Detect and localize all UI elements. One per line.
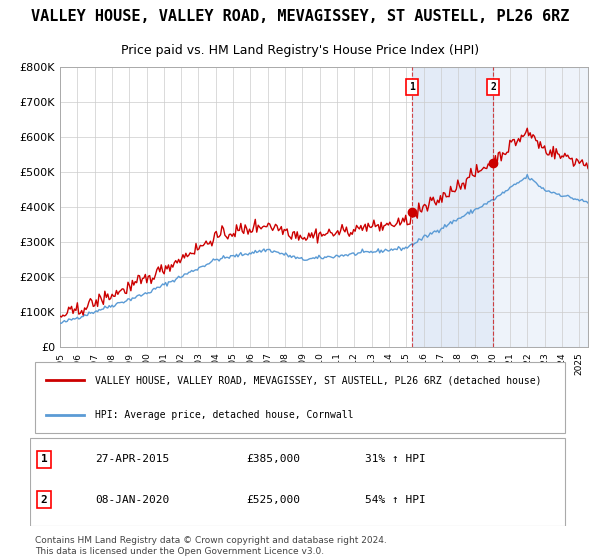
Text: HPI: Average price, detached house, Cornwall: HPI: Average price, detached house, Corn… bbox=[95, 410, 353, 420]
Text: £525,000: £525,000 bbox=[246, 494, 300, 505]
FancyBboxPatch shape bbox=[30, 438, 565, 526]
Text: Contains HM Land Registry data © Crown copyright and database right 2024.
This d: Contains HM Land Registry data © Crown c… bbox=[35, 536, 387, 556]
Text: 1: 1 bbox=[409, 82, 415, 92]
Bar bbox=[412, 67, 493, 347]
Text: 2: 2 bbox=[490, 82, 496, 92]
FancyBboxPatch shape bbox=[35, 362, 565, 433]
Text: 31% ↑ HPI: 31% ↑ HPI bbox=[365, 454, 425, 464]
Bar bbox=[493, 67, 588, 347]
Text: £385,000: £385,000 bbox=[246, 454, 300, 464]
Text: VALLEY HOUSE, VALLEY ROAD, MEVAGISSEY, ST AUSTELL, PL26 6RZ: VALLEY HOUSE, VALLEY ROAD, MEVAGISSEY, S… bbox=[31, 10, 569, 24]
Text: 2: 2 bbox=[41, 494, 47, 505]
Text: VALLEY HOUSE, VALLEY ROAD, MEVAGISSEY, ST AUSTELL, PL26 6RZ (detached house): VALLEY HOUSE, VALLEY ROAD, MEVAGISSEY, S… bbox=[95, 375, 541, 385]
Text: 08-JAN-2020: 08-JAN-2020 bbox=[95, 494, 169, 505]
Text: 54% ↑ HPI: 54% ↑ HPI bbox=[365, 494, 425, 505]
Text: 27-APR-2015: 27-APR-2015 bbox=[95, 454, 169, 464]
Text: Price paid vs. HM Land Registry's House Price Index (HPI): Price paid vs. HM Land Registry's House … bbox=[121, 44, 479, 57]
Text: 1: 1 bbox=[41, 454, 47, 464]
